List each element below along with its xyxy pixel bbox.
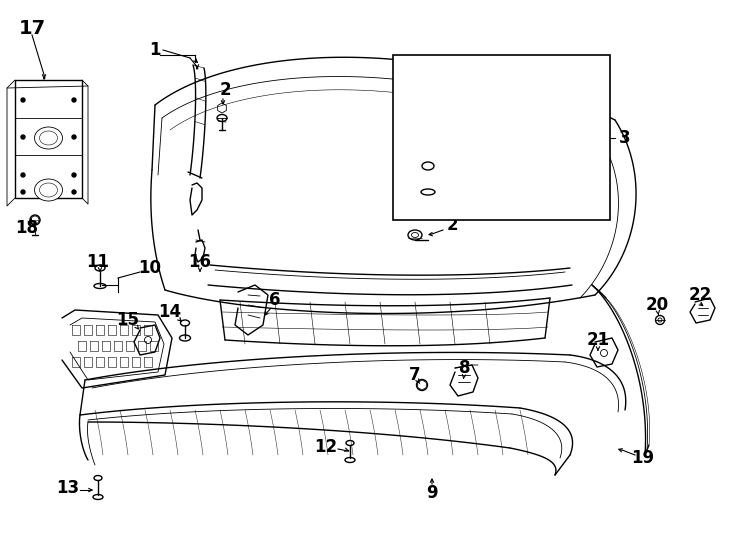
Circle shape — [31, 216, 39, 224]
Circle shape — [21, 173, 25, 177]
Text: 15: 15 — [117, 311, 139, 329]
Text: 10: 10 — [139, 259, 161, 277]
Text: 17: 17 — [18, 18, 46, 37]
Ellipse shape — [412, 233, 418, 238]
Text: 13: 13 — [57, 479, 79, 497]
Ellipse shape — [422, 162, 434, 170]
Ellipse shape — [181, 320, 189, 326]
Text: 6: 6 — [269, 291, 280, 309]
Ellipse shape — [416, 380, 427, 390]
Circle shape — [21, 190, 25, 194]
Ellipse shape — [421, 189, 435, 195]
Circle shape — [72, 190, 76, 194]
Ellipse shape — [346, 441, 354, 446]
Ellipse shape — [93, 495, 103, 500]
Ellipse shape — [600, 349, 608, 356]
Text: 21: 21 — [586, 331, 609, 349]
Circle shape — [21, 98, 25, 102]
Ellipse shape — [94, 476, 102, 481]
Ellipse shape — [34, 127, 62, 149]
Ellipse shape — [180, 335, 191, 341]
Ellipse shape — [655, 315, 664, 325]
Ellipse shape — [534, 127, 542, 133]
Ellipse shape — [95, 265, 105, 271]
Text: 22: 22 — [688, 286, 712, 304]
Text: 3: 3 — [619, 129, 631, 147]
Text: 14: 14 — [159, 303, 181, 321]
Text: 8: 8 — [459, 359, 470, 377]
Ellipse shape — [40, 183, 57, 197]
Ellipse shape — [145, 336, 151, 343]
Text: 2: 2 — [219, 81, 230, 99]
Bar — [393, 55, 610, 220]
Text: 11: 11 — [87, 253, 109, 271]
Ellipse shape — [34, 179, 62, 201]
Circle shape — [72, 135, 76, 139]
Circle shape — [21, 135, 25, 139]
Text: 12: 12 — [314, 438, 338, 456]
Text: 20: 20 — [645, 296, 669, 314]
Ellipse shape — [94, 284, 106, 288]
Circle shape — [72, 173, 76, 177]
Text: 16: 16 — [189, 253, 211, 271]
Text: 1: 1 — [149, 41, 161, 59]
Text: 4: 4 — [462, 174, 474, 192]
Ellipse shape — [408, 230, 422, 240]
Text: 9: 9 — [426, 484, 437, 502]
Ellipse shape — [217, 114, 227, 122]
Ellipse shape — [30, 215, 40, 225]
Ellipse shape — [40, 131, 57, 145]
Text: 7: 7 — [409, 366, 421, 384]
Ellipse shape — [658, 318, 662, 322]
Text: 5: 5 — [534, 59, 546, 77]
Ellipse shape — [345, 457, 355, 462]
Circle shape — [72, 98, 76, 102]
Bar — [15, 80, 82, 198]
Text: 2: 2 — [446, 216, 458, 234]
Text: 19: 19 — [631, 449, 655, 467]
Text: 18: 18 — [15, 219, 38, 237]
